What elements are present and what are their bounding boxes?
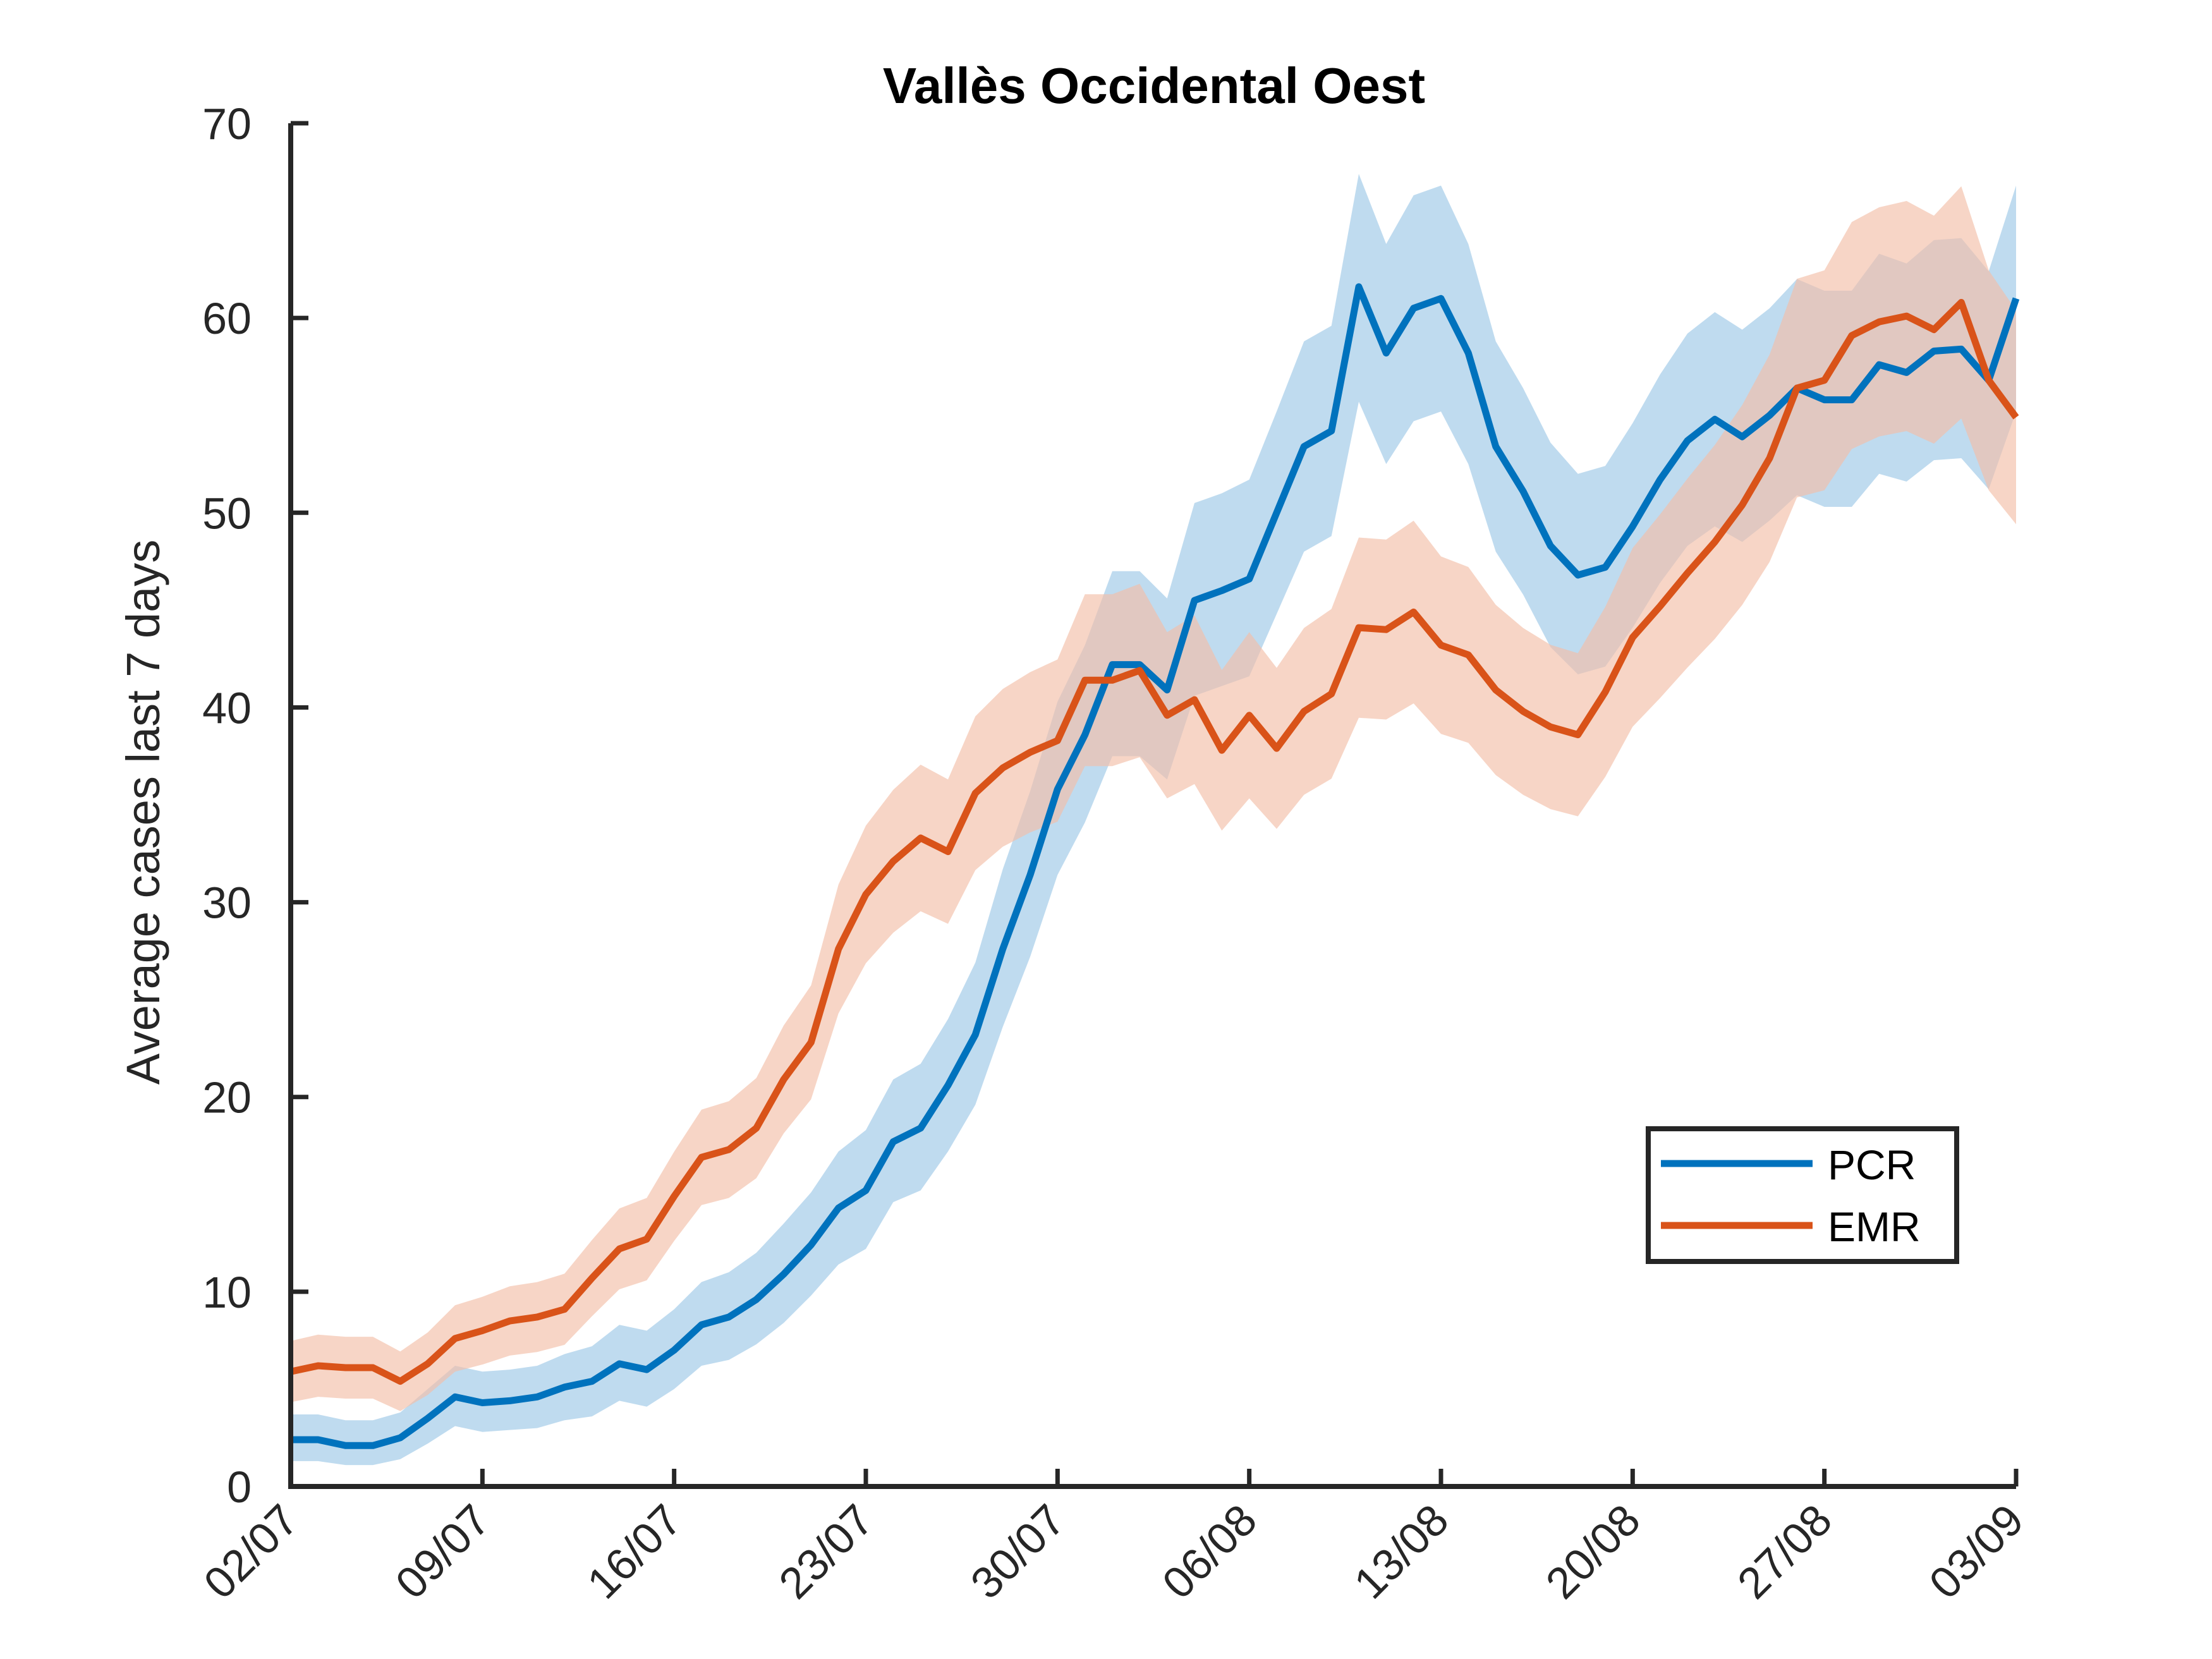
y-tick-label: 50 xyxy=(202,489,252,538)
y-ticks: 0 10 20 30 40 50 60 70 xyxy=(202,99,308,1512)
y-axis-label: Average cases last 7 days xyxy=(117,540,169,1085)
legend-pcr-label: PCR xyxy=(1828,1141,1916,1188)
emr-band xyxy=(291,186,2016,1411)
legend: PCR EMR xyxy=(1646,1126,1959,1264)
y-tick-label: 30 xyxy=(202,878,252,928)
chart-title: Vallès Occidental Oest xyxy=(883,58,1425,114)
emr-line xyxy=(289,299,2019,1385)
legend-box xyxy=(1646,1126,1959,1264)
y-tick-label: 0 xyxy=(227,1462,252,1512)
y-tick-label: 70 xyxy=(202,99,252,149)
axes xyxy=(288,123,2016,1489)
y-tick-label: 40 xyxy=(202,683,252,732)
y-tick-label: 10 xyxy=(202,1268,252,1317)
confidence-bands xyxy=(291,174,2016,1466)
series-lines xyxy=(289,283,2020,1449)
legend-emr-label: EMR xyxy=(1828,1203,1921,1250)
y-tick-label: 20 xyxy=(202,1073,252,1122)
pcr-line xyxy=(291,283,2020,1449)
pcr-band xyxy=(291,174,2016,1466)
y-tick-label: 60 xyxy=(202,294,252,343)
